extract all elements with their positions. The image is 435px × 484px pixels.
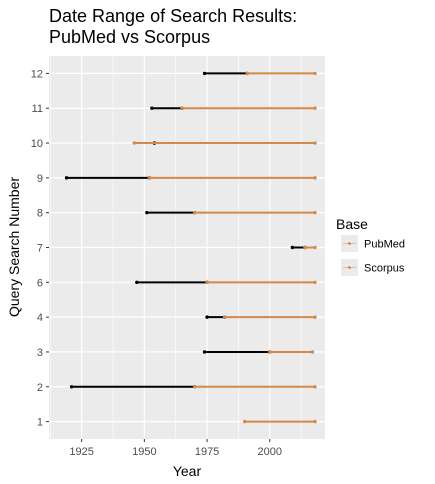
chart-title-line2: PubMed vs Scorpus — [49, 27, 210, 47]
y-tick-label: 4 — [37, 312, 43, 324]
range-endpoint-scorpus — [313, 141, 317, 145]
legend-label-pubmed: PubMed — [364, 239, 405, 251]
range-endpoint-pubmed — [145, 210, 149, 215]
range-endpoint-scorpus — [313, 245, 317, 250]
y-tick-label: 8 — [37, 208, 43, 220]
range-endpoint-scorpus — [313, 419, 317, 424]
range-endpoint-scorpus — [313, 71, 317, 76]
y-tick-label: 1 — [37, 417, 43, 429]
range-endpoint-scorpus — [132, 141, 137, 145]
range-endpoint-pubmed — [202, 71, 207, 76]
range-endpoint-scorpus — [243, 419, 247, 424]
range-endpoint-scorpus — [180, 106, 184, 110]
series-layer — [64, 71, 317, 424]
y-tick-label: 10 — [31, 138, 43, 150]
y-tick-label: 11 — [32, 103, 43, 115]
legend-title: Base — [336, 216, 368, 232]
range-endpoint-scorpus — [245, 71, 249, 76]
legend: Base PubMed Scorpus — [336, 216, 405, 276]
legend-key-point — [348, 266, 351, 269]
y-tick-label: 3 — [37, 347, 43, 359]
range-endpoint-pubmed — [202, 350, 207, 354]
y-tick-label: 6 — [37, 277, 43, 289]
x-tick-label: 2000 — [258, 446, 282, 458]
x-tick-label: 1975 — [195, 446, 219, 458]
range-endpoint-scorpus — [310, 350, 315, 354]
y-axis-title: Query Search Number — [6, 177, 22, 317]
legend-key-point — [348, 242, 351, 245]
chart-title-line1: Date Range of Search Results: — [49, 6, 297, 26]
range-endpoint-scorpus — [313, 210, 317, 215]
range-endpoint-pubmed — [135, 280, 139, 285]
range-endpoint-scorpus — [313, 106, 317, 110]
range-endpoint-scorpus — [313, 280, 317, 285]
y-tick-label: 7 — [37, 243, 43, 255]
x-tick-label: 1925 — [69, 446, 93, 458]
range-endpoint-scorpus — [147, 176, 152, 180]
range-endpoint-scorpus — [313, 176, 317, 180]
range-endpoint-pubmed — [150, 106, 154, 110]
range-endpoint-scorpus — [222, 315, 227, 319]
y-tick-label: 9 — [37, 173, 43, 185]
range-endpoint-scorpus — [192, 385, 197, 389]
range-endpoint-scorpus — [268, 350, 272, 354]
y-tick-label: 12 — [31, 68, 43, 80]
range-endpoint-scorpus — [313, 385, 317, 389]
legend-label-scorpus: Scorpus — [364, 263, 405, 275]
range-endpoint-scorpus — [303, 245, 307, 250]
range-endpoint-pubmed — [290, 245, 295, 250]
range-endpoint-scorpus — [192, 210, 197, 215]
x-tick-label: 1950 — [132, 446, 156, 458]
x-axis-title: Year — [173, 463, 202, 479]
range-endpoint-scorpus — [205, 280, 209, 285]
range-endpoint-pubmed — [205, 315, 209, 319]
range-endpoint-pubmed — [64, 176, 69, 180]
y-tick-label: 2 — [37, 382, 43, 394]
range-endpoint-scorpus — [313, 315, 317, 319]
range-endpoint-pubmed — [69, 385, 74, 389]
